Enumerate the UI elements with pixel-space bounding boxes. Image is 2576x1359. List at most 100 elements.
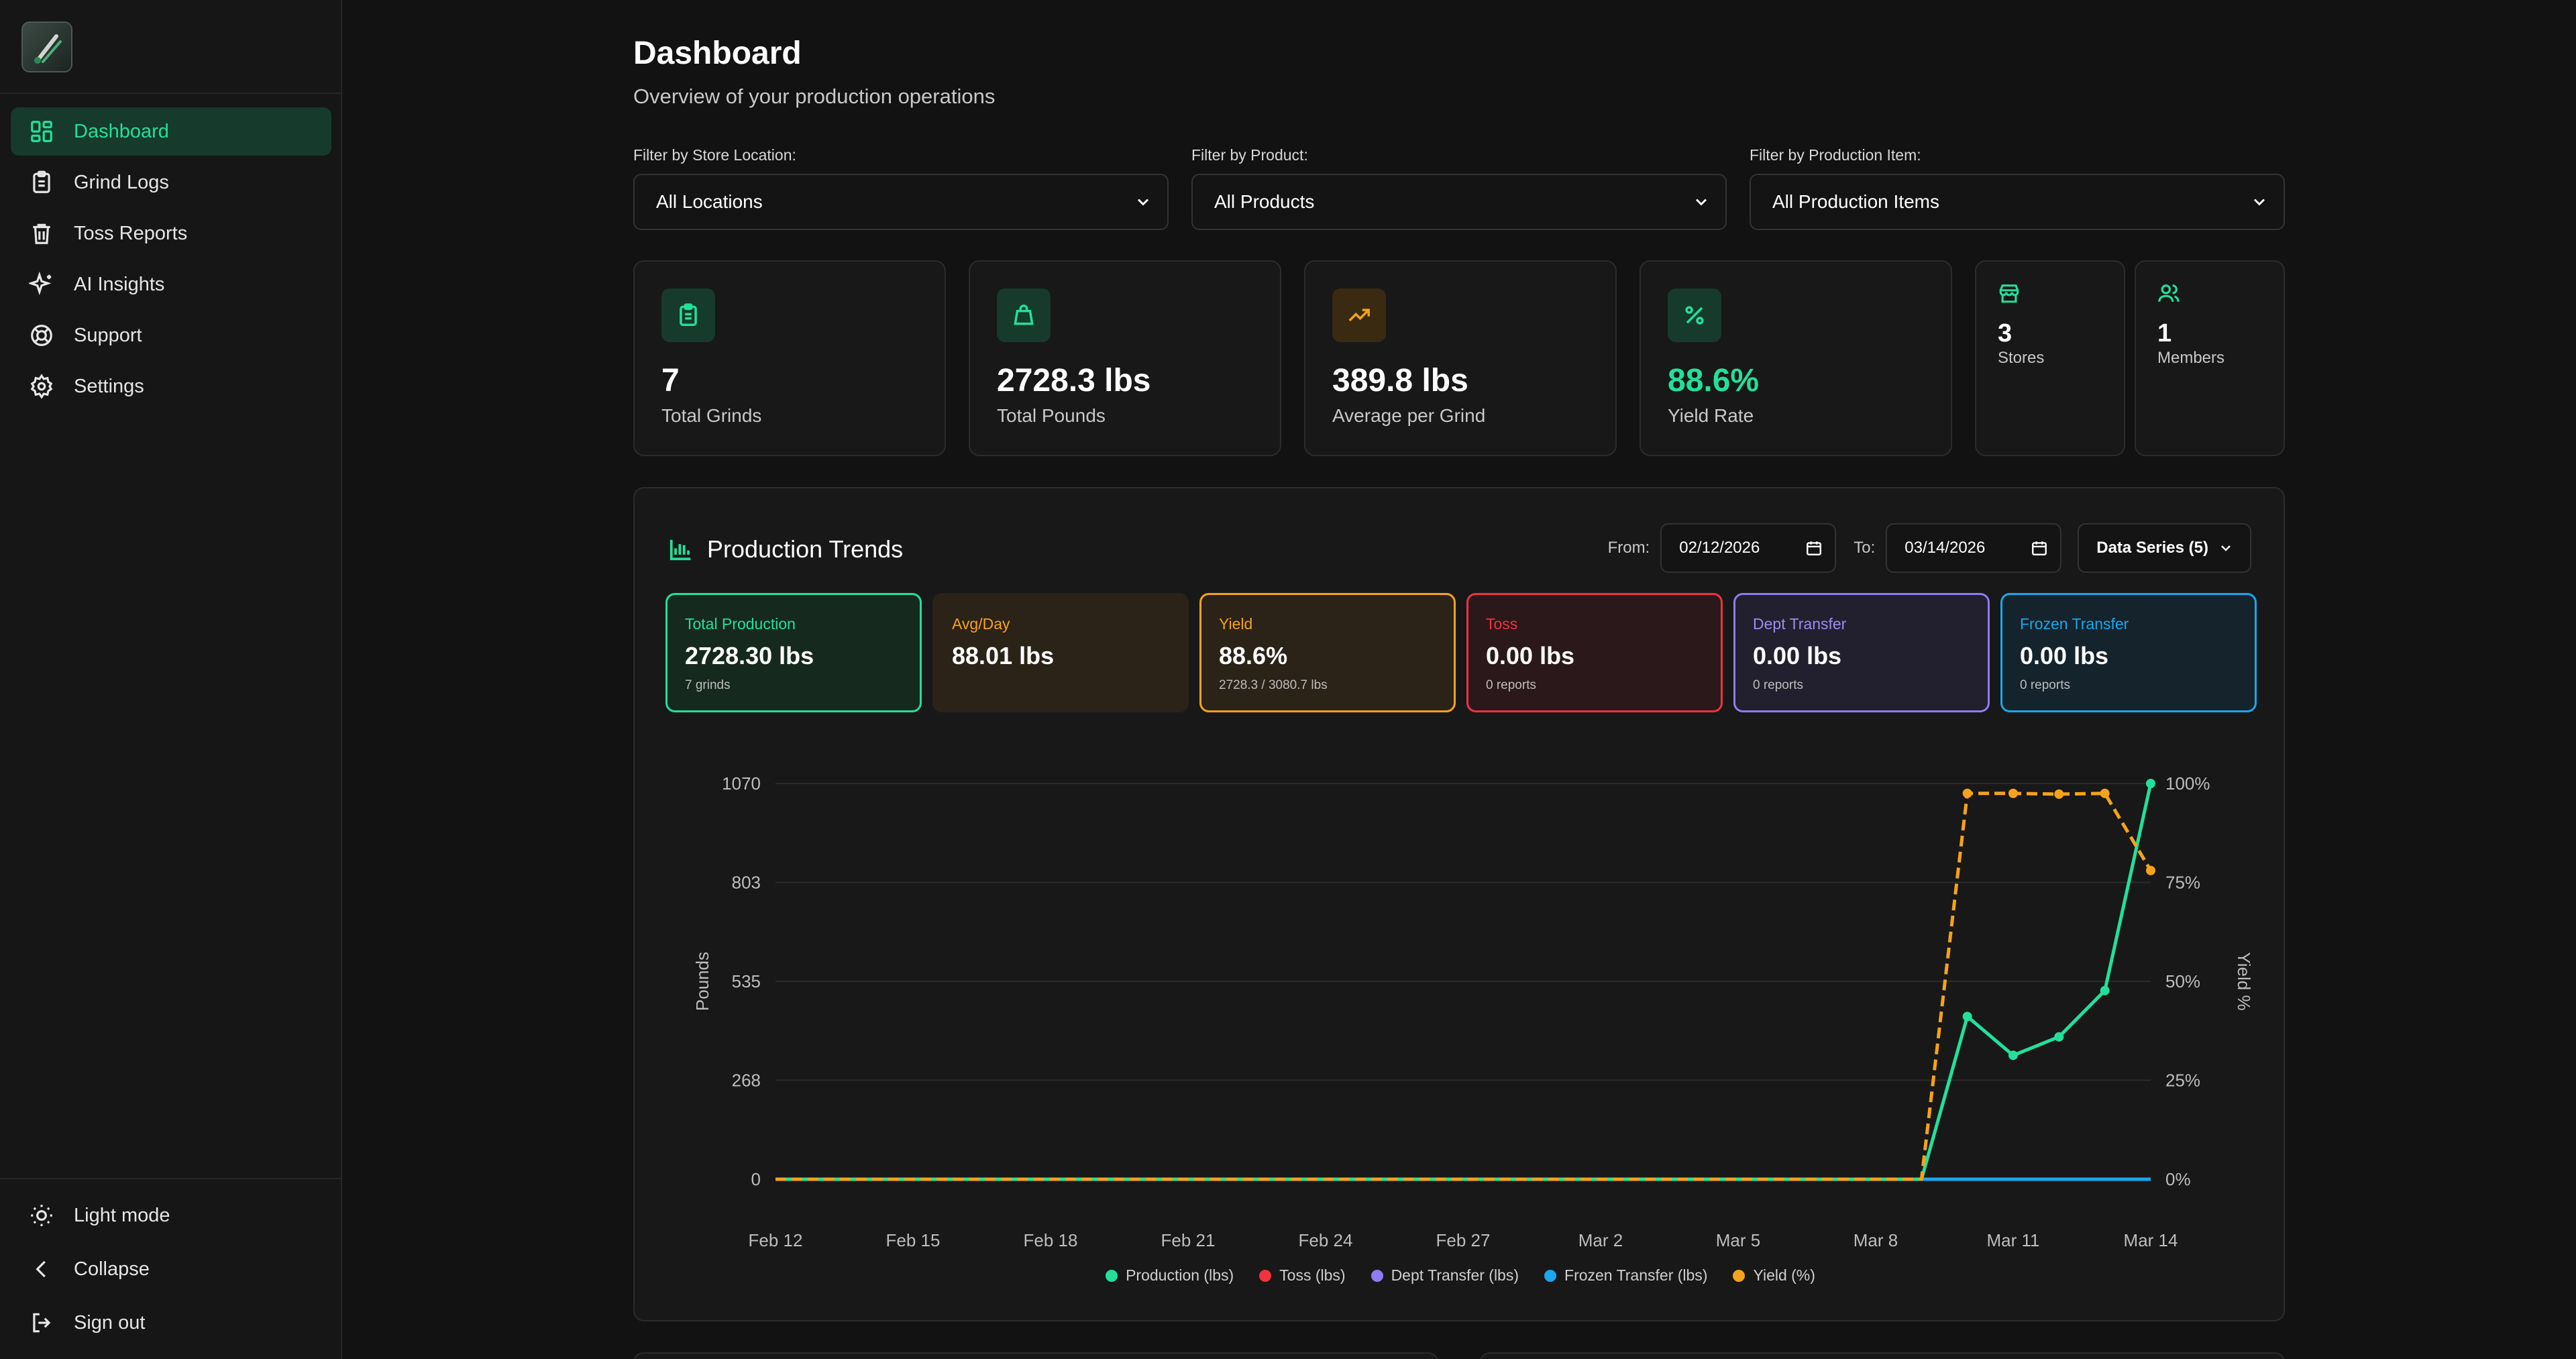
production-item-select[interactable]: All Production Items xyxy=(1750,174,2285,230)
legend-swatch xyxy=(1371,1269,1383,1282)
bottom-card-left xyxy=(633,1352,1438,1359)
y-right-tick-label: 50% xyxy=(2165,971,2200,991)
from-date-input[interactable]: 02/12/2026 xyxy=(1660,523,1837,573)
select-value: All Production Items xyxy=(1772,191,1939,212)
sign-out-button[interactable]: Sign out xyxy=(11,1297,331,1348)
divider xyxy=(0,1178,342,1179)
production-trends-card: Production Trends From: 02/12/2026 To: 0… xyxy=(633,487,2285,1321)
bag-icon xyxy=(997,288,1051,342)
sidebar-item-settings[interactable]: Settings xyxy=(11,362,331,411)
logo-icon xyxy=(34,34,62,64)
stat-card-yield-rate: 88.6% Yield Rate xyxy=(1640,260,1952,456)
bottom-card-right xyxy=(1480,1352,2285,1359)
kpi-label: Yield xyxy=(1219,615,1253,633)
legend-label: Production (lbs) xyxy=(1126,1266,1234,1284)
select-value: All Locations xyxy=(656,191,763,212)
y-tick-label: 0 xyxy=(751,1169,761,1189)
stat-card-members: 1 Members xyxy=(2135,260,2285,456)
legend-item[interactable]: Production (lbs) xyxy=(1106,1266,1234,1285)
sidebar-item-dashboard[interactable]: Dashboard xyxy=(11,107,331,156)
page-subtitle: Overview of your production operations xyxy=(633,85,996,108)
clipboard-icon xyxy=(28,169,55,196)
sidebar-item-grind-logs[interactable]: Grind Logs xyxy=(11,158,331,207)
data-point xyxy=(2054,1032,2064,1042)
filter-store-location: Filter by Store Location: All Locations xyxy=(633,146,1169,230)
to-date-input[interactable]: 03/14/2026 xyxy=(1886,523,2062,573)
kpi-yield[interactable]: Yield 88.6% 2728.3 / 3080.7 lbs xyxy=(1199,593,1456,712)
data-series-button[interactable]: Data Series (5) xyxy=(2078,523,2251,573)
y-right-tick-label: 75% xyxy=(2165,873,2200,893)
gear-icon xyxy=(28,373,55,400)
y-right-axis-label: Yield % xyxy=(2234,952,2254,1010)
chart-svg: 0 0% 268 25% 535 50% 803 75% 1070 100% Pounds Yield… xyxy=(692,773,2254,1250)
stat-label: Yield Rate xyxy=(1668,405,1754,426)
legend-label: Dept Transfer (lbs) xyxy=(1391,1266,1519,1284)
trends-title-text: Production Trends xyxy=(707,535,904,563)
stat-value: 88.6% xyxy=(1668,363,1760,398)
chevron-down-icon xyxy=(2253,199,2265,206)
kpi-sub: 0 reports xyxy=(1486,678,1536,692)
chart-legend: Production (lbs) Toss (lbs) Dept Transfer … xyxy=(635,1266,2286,1285)
x-tick-label: Feb 15 xyxy=(886,1230,941,1250)
users-icon xyxy=(2157,282,2182,306)
sparkles-icon xyxy=(28,271,55,298)
filter-label: Filter by Product: xyxy=(1191,146,1308,164)
kpi-value: 0.00 lbs xyxy=(1486,642,1575,669)
legend-label: Frozen Transfer (lbs) xyxy=(1564,1266,1708,1284)
stat-label: Average per Grind xyxy=(1332,405,1486,426)
stat-value: 7 xyxy=(661,363,680,398)
production-trends-chart: 0 0% 268 25% 535 50% 803 75% 1070 100% Pounds Yield… xyxy=(635,743,2286,1293)
sidebar-item-ai-insights[interactable]: AI Insights xyxy=(11,260,331,309)
y-right-tick-label: 0% xyxy=(2165,1169,2191,1189)
legend-item[interactable]: Toss (lbs) xyxy=(1259,1266,1346,1285)
sign-out-label: Sign out xyxy=(74,1311,146,1334)
kpi-value: 88.6% xyxy=(1219,642,1288,669)
bar-chart-icon xyxy=(669,539,691,561)
stat-cards: 7 Total Grinds 2728.3 lbs Total Pounds 3… xyxy=(633,260,2285,456)
sidebar-item-label: Toss Reports xyxy=(74,222,188,244)
series-line xyxy=(775,792,2153,1181)
legend-label: Toss (lbs) xyxy=(1279,1266,1346,1284)
sidebar-item-toss-reports[interactable]: Toss Reports xyxy=(11,209,331,258)
stat-value: 2728.3 lbs xyxy=(997,363,1151,398)
trends-title: Production Trends xyxy=(668,535,903,563)
page-title: Dashboard xyxy=(633,36,802,71)
kpi-total-production[interactable]: Total Production 2728.30 lbs 7 grinds xyxy=(665,593,922,712)
y-axis-label: Pounds xyxy=(692,952,712,1011)
trash-icon xyxy=(28,220,55,247)
legend-item[interactable]: Frozen Transfer (lbs) xyxy=(1544,1266,1707,1285)
sidebar-item-label: Grind Logs xyxy=(74,171,169,193)
collapse-label: Collapse xyxy=(74,1258,150,1280)
calendar-icon[interactable] xyxy=(2031,539,2048,557)
data-point xyxy=(2054,789,2064,799)
sidebar-item-label: Dashboard xyxy=(74,120,169,142)
kpi-value: 2728.30 lbs xyxy=(685,642,814,669)
product-select[interactable]: All Products xyxy=(1191,174,1727,230)
light-mode-button[interactable]: Light mode xyxy=(11,1190,331,1241)
legend-item[interactable]: Dept Transfer (lbs) xyxy=(1371,1266,1519,1285)
sidebar-item-support[interactable]: Support xyxy=(11,311,331,360)
from-date-value: 02/12/2026 xyxy=(1679,539,1760,557)
collapse-button[interactable]: Collapse xyxy=(11,1244,331,1295)
y-tick-label: 535 xyxy=(732,971,761,991)
data-point xyxy=(2146,865,2155,875)
kpi-row: Total Production 2728.30 lbs 7 grinds Av… xyxy=(665,593,2257,712)
app-logo[interactable] xyxy=(21,21,72,72)
kpi-frozen-transfer[interactable]: Frozen Transfer 0.00 lbs 0 reports xyxy=(2000,593,2257,712)
calendar-icon[interactable] xyxy=(1805,539,1823,557)
sign-out-icon xyxy=(28,1309,55,1336)
kpi-label: Avg/Day xyxy=(952,615,1010,633)
light-mode-label: Light mode xyxy=(74,1204,170,1226)
kpi-toss[interactable]: Toss 0.00 lbs 0 reports xyxy=(1466,593,1723,712)
kpi-sub: 7 grinds xyxy=(685,678,731,692)
kpi-dept-transfer[interactable]: Dept Transfer 0.00 lbs 0 reports xyxy=(1733,593,1990,712)
y-tick-label: 803 xyxy=(732,873,761,893)
filter-production-item: Filter by Production Item: All Productio… xyxy=(1750,146,2285,230)
data-point xyxy=(2100,788,2110,798)
store-location-select[interactable]: All Locations xyxy=(633,174,1169,230)
store-icon xyxy=(1998,282,2022,306)
data-point xyxy=(1962,1012,1972,1022)
legend-item[interactable]: Yield (%) xyxy=(1733,1266,1815,1285)
kpi-avg-day[interactable]: Avg/Day 88.01 lbs xyxy=(932,593,1189,712)
x-tick-label: Mar 11 xyxy=(1987,1230,2040,1250)
